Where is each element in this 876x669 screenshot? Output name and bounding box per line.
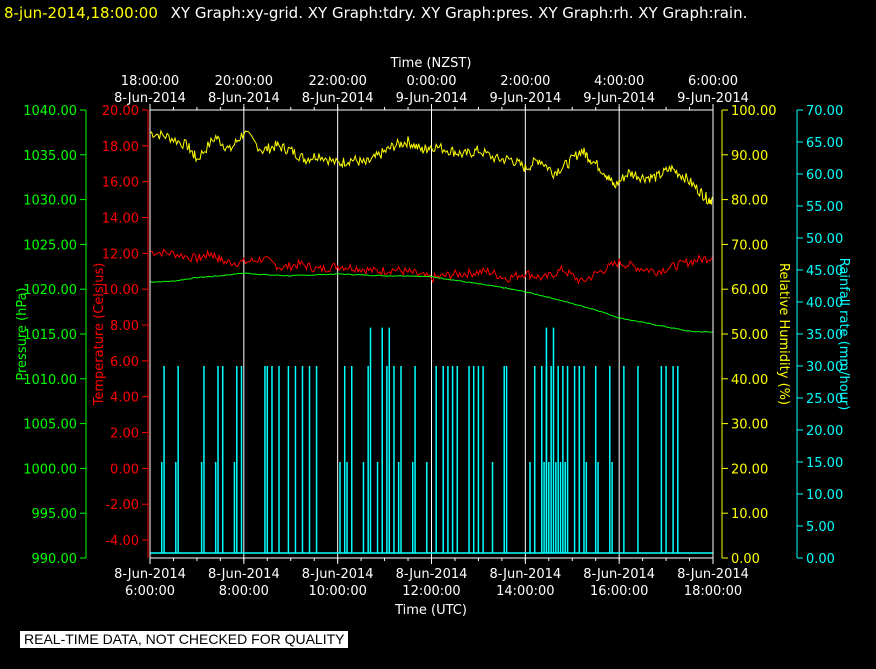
temperature-tick-label: -4.00 <box>105 534 139 549</box>
pressure-tick-label: 1020.00 <box>23 283 77 298</box>
humidity-tick-label: 80.00 <box>731 194 768 209</box>
pressure-tick-label: 990.00 <box>32 552 78 567</box>
top-tick-label-time: 20:00:00 <box>215 74 273 89</box>
pressure-tick-label: 995.00 <box>32 507 78 522</box>
pressure-series-line <box>149 272 714 333</box>
bottom-tick-label-time: 12:00:00 <box>402 584 460 599</box>
rain-axis-label: Rainfall rate (mm/hour) <box>836 258 851 411</box>
top-tick-label-date: 9-Jun-2014 <box>396 91 468 106</box>
pressure-tick-label: 1005.00 <box>23 418 77 433</box>
temperature-tick-label: 4.00 <box>110 391 139 406</box>
temperature-tick-label: 20.00 <box>102 104 139 119</box>
header: 8-jun-2014,18:00:00 XY Graph:xy-grid. XY… <box>4 4 747 22</box>
rain-tick-label: 25.00 <box>806 392 843 407</box>
top-tick-label-time: 18:00:00 <box>121 74 179 89</box>
temperature-tick-label: 16.00 <box>102 176 139 191</box>
humidity-tick-label: 70.00 <box>731 238 768 253</box>
humidity-tick-label: 60.00 <box>731 283 768 298</box>
temperature-tick-label: 6.00 <box>110 355 139 370</box>
rain-tick-label: 60.00 <box>806 168 843 183</box>
humidity-tick-label: 40.00 <box>731 373 768 388</box>
pressure-tick-label: 1010.00 <box>23 373 77 388</box>
bottom-tick-label-date: 8-Jun-2014 <box>677 567 749 582</box>
rain-tick-label: 5.00 <box>806 520 835 535</box>
rain-tick-label: 20.00 <box>806 424 843 439</box>
pressure-axis-label: Pressure (hPa) <box>15 287 30 380</box>
rain-tick-label: 35.00 <box>806 328 843 343</box>
header-datetime: 8-jun-2014,18:00:00 <box>4 4 158 22</box>
humidity-tick-label: 20.00 <box>731 462 768 477</box>
temperature-tick-label: 14.00 <box>102 212 139 227</box>
bottom-tick-label-time: 16:00:00 <box>590 584 648 599</box>
temperature-tick-label: 8.00 <box>110 319 139 334</box>
bottom-tick-label-time: 18:00:00 <box>684 584 742 599</box>
humidity-tick-label: 30.00 <box>731 418 768 433</box>
top-tick-label-time: 6:00:00 <box>688 74 738 89</box>
temperature-series-line <box>149 248 714 285</box>
top-tick-label-date: 8-Jun-2014 <box>302 91 374 106</box>
temperature-tick-label: 12.00 <box>102 247 139 262</box>
temperature-tick-label: -2.00 <box>105 498 139 513</box>
humidity-axis-label: Relative Humidity (%) <box>776 263 791 405</box>
bottom-tick-label-time: 10:00:00 <box>308 584 366 599</box>
bottom-tick-label-date: 8-Jun-2014 <box>489 567 561 582</box>
bottom-tick-label-time: 14:00:00 <box>496 584 554 599</box>
temperature-axis-label: Temperature (Celsius) <box>92 263 107 407</box>
top-tick-label-time: 0:00:00 <box>406 74 456 89</box>
rain-tick-label: 45.00 <box>806 264 843 279</box>
bottom-tick-label-date: 8-Jun-2014 <box>302 567 374 582</box>
humidity-tick-label: 10.00 <box>731 507 768 522</box>
bottom-tick-label-date: 8-Jun-2014 <box>208 567 280 582</box>
humidity-tick-label: 100.00 <box>731 104 777 119</box>
top-axis-label: Time (NZST) <box>390 56 472 71</box>
rain-tick-label: 15.00 <box>806 456 843 471</box>
rain-tick-label: 65.00 <box>806 136 843 151</box>
humidity-series-line <box>149 129 714 205</box>
pressure-tick-label: 1030.00 <box>23 194 77 209</box>
top-tick-label-date: 9-Jun-2014 <box>489 91 561 106</box>
pressure-tick-label: 1035.00 <box>23 149 77 164</box>
header-graph-titles: XY Graph:xy-grid. XY Graph:tdry. XY Grap… <box>170 4 748 22</box>
temperature-tick-label: 18.00 <box>102 140 139 155</box>
rain-tick-label: 10.00 <box>806 488 843 503</box>
rain-tick-label: 50.00 <box>806 232 843 247</box>
pressure-tick-label: 1015.00 <box>23 328 77 343</box>
humidity-tick-label: 90.00 <box>731 149 768 164</box>
top-tick-label-time: 2:00:00 <box>500 74 550 89</box>
pressure-tick-label: 1000.00 <box>23 462 77 477</box>
rain-tick-label: 40.00 <box>806 296 843 311</box>
bottom-tick-label-time: 8:00:00 <box>219 584 269 599</box>
top-tick-label-date: 8-Jun-2014 <box>114 91 186 106</box>
top-tick-label-time: 22:00:00 <box>308 74 366 89</box>
bottom-axis-label: Time (UTC) <box>394 603 467 618</box>
bottom-tick-label-date: 8-Jun-2014 <box>583 567 655 582</box>
rain-tick-label: 55.00 <box>806 200 843 215</box>
humidity-tick-label: 0.00 <box>731 552 760 567</box>
temperature-tick-label: 2.00 <box>110 427 139 442</box>
bottom-tick-label-time: 6:00:00 <box>125 584 175 599</box>
quality-disclaimer: REAL-TIME DATA, NOT CHECKED FOR QUALITY <box>20 631 349 648</box>
top-tick-label-date: 9-Jun-2014 <box>583 91 655 106</box>
temperature-tick-label: 10.00 <box>102 283 139 298</box>
top-tick-label-date: 8-Jun-2014 <box>208 91 280 106</box>
rain-tick-label: 30.00 <box>806 360 843 375</box>
top-tick-label-date: 9-Jun-2014 <box>677 91 749 106</box>
pressure-tick-label: 1040.00 <box>23 104 77 119</box>
rain-tick-label: 70.00 <box>806 104 843 119</box>
rain-tick-label: 0.00 <box>806 552 835 567</box>
humidity-tick-label: 50.00 <box>731 328 768 343</box>
top-tick-label-time: 4:00:00 <box>594 74 644 89</box>
pressure-tick-label: 1025.00 <box>23 238 77 253</box>
bottom-tick-label-date: 8-Jun-2014 <box>114 567 186 582</box>
bottom-tick-label-date: 8-Jun-2014 <box>396 567 468 582</box>
temperature-tick-label: 0.00 <box>110 462 139 477</box>
